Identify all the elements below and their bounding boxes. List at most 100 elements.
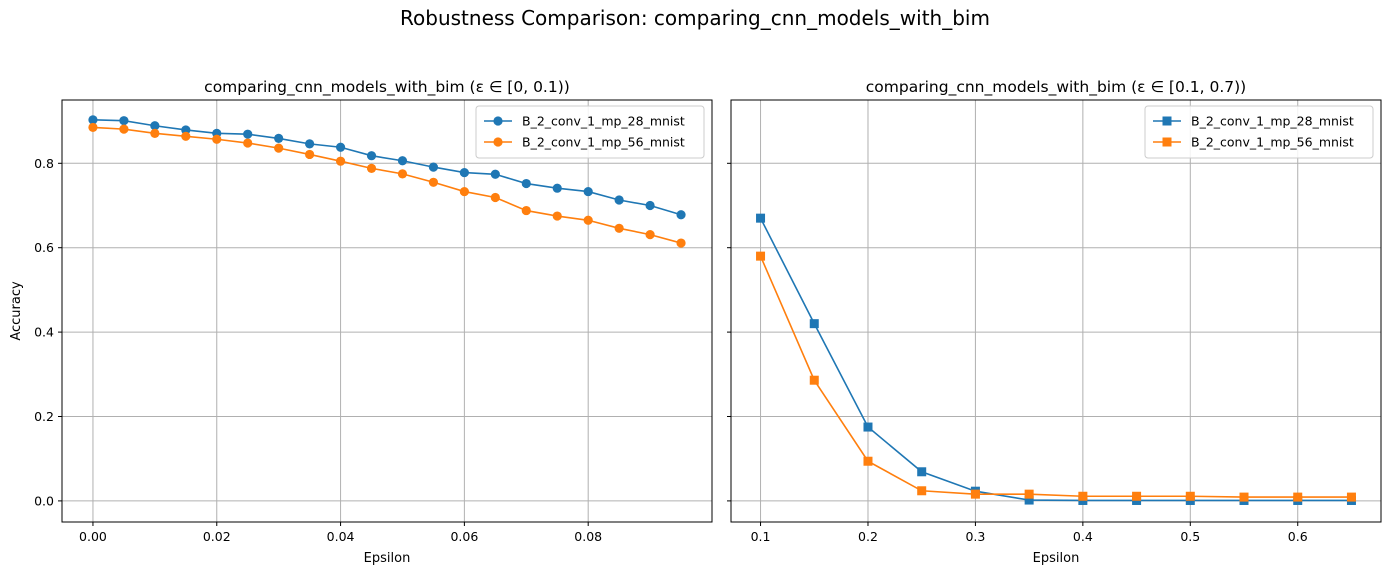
y-tick-label: 0.8 bbox=[34, 156, 54, 171]
series-2-point bbox=[863, 456, 873, 466]
series-1-point bbox=[809, 319, 819, 329]
legend-marker bbox=[493, 116, 503, 126]
series-2-point bbox=[150, 128, 160, 138]
legend-marker bbox=[1162, 116, 1172, 126]
series-2-point bbox=[1078, 491, 1088, 501]
plot-panel-2: 0.1 0.2 0.3 0.4 0.5 0.6 comparing_cnn_models_w… bbox=[727, 78, 1382, 566]
axes-frame bbox=[61, 99, 713, 523]
x-tick-label: 0.08 bbox=[574, 529, 602, 544]
series-1-point bbox=[366, 151, 377, 161]
legend: B_2_conv_1_mp_28_mnist B_2_conv_1_mp_56_m… bbox=[1144, 105, 1374, 159]
series-2-point bbox=[274, 143, 284, 153]
legend-marker bbox=[493, 137, 503, 147]
legend-label: B_2_conv_1_mp_56_mnist bbox=[1191, 135, 1354, 150]
series-1-point bbox=[1024, 495, 1034, 505]
series-1-point bbox=[274, 133, 284, 144]
legend-box bbox=[1144, 105, 1374, 159]
series-2-point bbox=[459, 186, 469, 197]
series-2-point bbox=[1185, 491, 1195, 501]
legend: B_2_conv_1_mp_28_mnist B_2_conv_1_mp_56_m… bbox=[475, 105, 705, 159]
series-2-point bbox=[305, 149, 315, 160]
y-tick-label: 0.4 bbox=[34, 325, 54, 340]
series-2-point bbox=[552, 211, 562, 221]
series-1-point bbox=[181, 125, 191, 135]
series-1-point bbox=[614, 195, 624, 205]
series-2-point bbox=[88, 122, 98, 133]
series-line-2 bbox=[92, 126, 682, 244]
series-2-point bbox=[335, 156, 346, 166]
series-1-point bbox=[645, 200, 655, 211]
series-1-point bbox=[119, 116, 129, 126]
series-2-point bbox=[1293, 492, 1303, 502]
x-tick-label: 0.6 bbox=[1288, 529, 1308, 544]
series-1-point bbox=[150, 121, 160, 131]
series-2-point bbox=[676, 238, 686, 248]
series-2-point bbox=[1024, 489, 1034, 499]
x-tick-label: 0.04 bbox=[327, 529, 355, 544]
x-tick-label: 0.3 bbox=[965, 529, 985, 544]
series-1-point bbox=[428, 162, 439, 172]
series-2-point bbox=[243, 138, 253, 148]
series-2-point bbox=[645, 230, 655, 240]
series-2-point bbox=[119, 124, 129, 134]
x-tick-label: 0.2 bbox=[858, 529, 878, 544]
series-2-point bbox=[366, 163, 377, 173]
series-2-point bbox=[1346, 492, 1356, 502]
series-2-point bbox=[428, 177, 439, 187]
series-1-point bbox=[521, 178, 531, 189]
legend-label: B_2_conv_1_mp_28_mnist bbox=[522, 114, 685, 129]
series-1-point bbox=[917, 467, 927, 477]
y-axis-label: Accuracy bbox=[9, 281, 24, 341]
series-1-point bbox=[335, 142, 346, 152]
series-1-point bbox=[552, 183, 562, 193]
series-2-point bbox=[756, 251, 766, 261]
y-tick-label: 0.6 bbox=[34, 240, 54, 255]
series-2-point bbox=[1132, 491, 1142, 501]
legend-label: B_2_conv_1_mp_56_mnist bbox=[522, 135, 685, 150]
legend-marker bbox=[1162, 137, 1172, 147]
series-2-point bbox=[970, 489, 980, 499]
series-line-1 bbox=[759, 217, 1352, 502]
plot-panel-1: 0.00 0.02 0.04 0.06 0.08 0.0 0.2 0.4 0.6 0.8 compa… bbox=[9, 78, 713, 566]
figure-suptitle: Robustness Comparison: comparing_cnn_mod… bbox=[400, 6, 990, 30]
series-1-point bbox=[756, 213, 766, 223]
series-1-point bbox=[243, 129, 253, 139]
series-2-point bbox=[181, 131, 191, 141]
legend-label: B_2_conv_1_mp_28_mnist bbox=[1191, 114, 1354, 129]
series-2-point bbox=[490, 192, 500, 203]
y-tick-label: 0.0 bbox=[34, 493, 54, 508]
x-tick-label: 0.1 bbox=[751, 529, 771, 544]
x-tick-label: 0.00 bbox=[79, 529, 107, 544]
x-tick-label: 0.5 bbox=[1180, 529, 1200, 544]
series-1-point bbox=[676, 210, 686, 220]
series-line-2 bbox=[759, 255, 1352, 498]
series-1-point bbox=[863, 422, 873, 432]
series-2-point bbox=[1239, 492, 1249, 502]
x-tick-label: 0.06 bbox=[450, 529, 478, 544]
series-1-point bbox=[88, 115, 98, 125]
series-2-point bbox=[809, 375, 819, 385]
series-2-point bbox=[614, 223, 624, 233]
legend-box bbox=[475, 105, 705, 159]
series-line-1 bbox=[92, 119, 682, 216]
series-1-point bbox=[490, 169, 500, 179]
series-1-point bbox=[583, 186, 593, 197]
x-tick-label: 0.02 bbox=[203, 529, 231, 544]
series-2-point bbox=[521, 205, 531, 216]
panel-title: comparing_cnn_models_with_bim (ε ∈ [0.1,… bbox=[866, 78, 1246, 97]
series-2-point bbox=[397, 169, 408, 179]
series-2-point bbox=[583, 215, 593, 225]
x-axis-label: Epsilon bbox=[364, 551, 411, 566]
series-2-point bbox=[212, 134, 222, 144]
series-1-point bbox=[305, 139, 315, 149]
x-axis-label: Epsilon bbox=[1033, 551, 1080, 566]
x-tick-label: 0.4 bbox=[1073, 529, 1093, 544]
series-2-point bbox=[917, 486, 927, 496]
series-1-point bbox=[397, 156, 408, 166]
panel-title: comparing_cnn_models_with_bim (ε ∈ [0, 0… bbox=[204, 78, 570, 97]
series-1-point bbox=[459, 167, 469, 178]
axes-frame bbox=[730, 99, 1382, 523]
y-tick-label: 0.2 bbox=[34, 409, 54, 424]
